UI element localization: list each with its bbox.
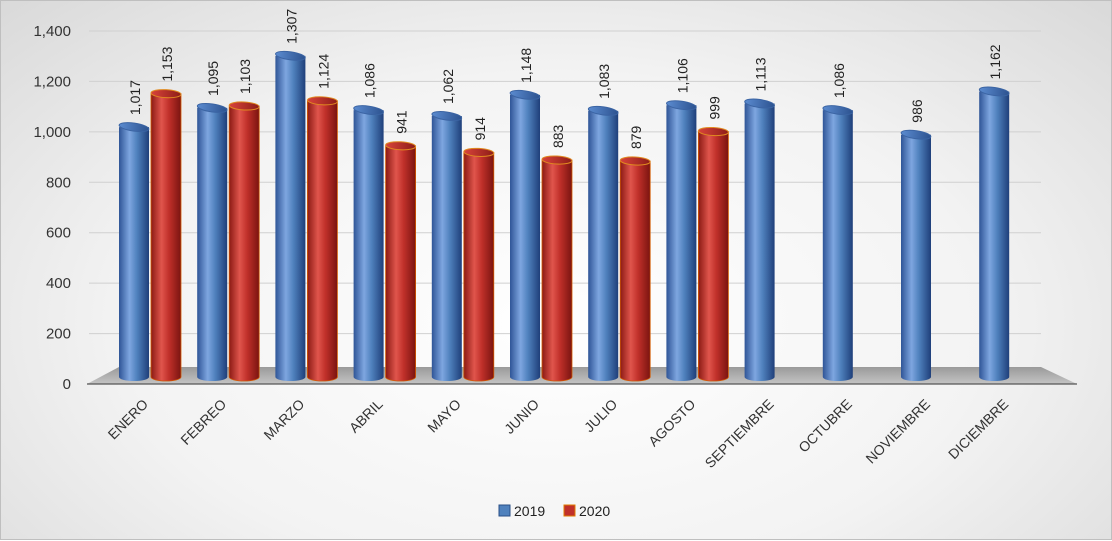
y-tick-label: 600 <box>46 225 71 242</box>
x-tick-label-noviembre: NOVIEMBRE <box>862 396 933 467</box>
x-tick-label-agosto: AGOSTO <box>645 396 699 450</box>
bar-2019-mayo <box>431 111 463 382</box>
y-tick-label: 1,000 <box>33 124 71 141</box>
value-label-2019-enero: 1,017 <box>127 80 143 115</box>
bar-2020-marzo <box>306 96 338 382</box>
y-tick-label: 1,200 <box>33 73 71 90</box>
legend-label: 2020 <box>579 503 610 519</box>
legend-swatch <box>498 504 511 517</box>
legend-item-2020: 2020 <box>563 503 610 519</box>
bar-2019-septiembre <box>744 98 775 381</box>
bar-2020-agosto <box>697 126 729 382</box>
legend-item-2019: 2019 <box>498 503 545 519</box>
bar-2020-julio <box>619 156 651 382</box>
bar-2019-junio <box>509 89 541 381</box>
y-tick-label: 0 <box>63 376 71 393</box>
x-tick-label-julio: JULIO <box>581 396 620 435</box>
value-label-2020-julio: 879 <box>628 125 644 149</box>
value-label-2019-julio: 1,083 <box>596 64 612 99</box>
x-tick-label-febreo: FEBREO <box>177 396 229 448</box>
bar-2019-julio <box>587 105 619 381</box>
value-label-2019-noviembre: 986 <box>909 99 925 123</box>
bar-2019-agosto <box>666 100 697 381</box>
bar-2019-abril <box>353 105 384 381</box>
x-tick-label-marzo: MARZO <box>260 396 307 443</box>
value-label-2019-junio: 1,148 <box>518 48 534 83</box>
bar-2019-octubre <box>822 105 854 381</box>
value-label-2019-agosto: 1,106 <box>674 58 690 93</box>
x-tick-label-diciembre: DICIEMBRE <box>945 396 1011 462</box>
bar-2019-noviembre <box>900 129 932 381</box>
bar-2020-febreo <box>228 101 260 382</box>
value-label-2020-mayo: 914 <box>472 117 488 141</box>
x-tick-label-abril: ABRIL <box>346 396 386 436</box>
value-label-2020-abril: 941 <box>394 110 410 134</box>
x-tick-label-enero: ENERO <box>105 396 152 443</box>
value-label-2019-abril: 1,086 <box>362 63 378 98</box>
y-tick-label: 200 <box>46 326 71 343</box>
bar-2020-junio <box>541 155 573 382</box>
value-label-2019-marzo: 1,307 <box>283 9 299 44</box>
value-label-2019-mayo: 1,062 <box>440 69 456 104</box>
bar-2019-febreo <box>196 102 228 382</box>
x-tick-label-octubre: OCTUBRE <box>795 396 855 456</box>
value-label-2020-agosto: 999 <box>706 96 722 120</box>
bar-2020-abril <box>385 141 417 382</box>
x-tick-label-mayo: MAYO <box>424 396 464 436</box>
bar-2019-diciembre <box>978 86 1010 381</box>
value-label-2020-febreo: 1,103 <box>237 59 253 94</box>
y-tick-label: 800 <box>46 174 71 191</box>
bar-2020-enero <box>150 89 182 382</box>
legend: 2019 2020 <box>498 503 610 519</box>
value-label-2020-marzo: 1,124 <box>315 54 331 89</box>
legend-swatch <box>563 504 576 517</box>
value-label-2020-junio: 883 <box>550 124 566 148</box>
value-label-2019-septiembre: 1,113 <box>753 57 769 91</box>
bar-2019-enero <box>118 122 150 381</box>
x-tick-label-junio: JUNIO <box>501 396 542 437</box>
bar-2019-marzo <box>275 50 306 382</box>
value-label-2019-diciembre: 1,162 <box>987 44 1003 79</box>
x-tick-label-septiembre: SEPTIEMBRE <box>702 396 777 471</box>
y-tick-label: 400 <box>46 275 71 292</box>
legend-label: 2019 <box>514 503 545 519</box>
bar-2020-mayo <box>463 147 495 382</box>
value-label-2019-febreo: 1,095 <box>205 61 221 96</box>
value-label-2019-octubre: 1,086 <box>831 63 847 98</box>
y-tick-label: 1,400 <box>33 23 71 40</box>
value-label-2020-enero: 1,153 <box>159 46 175 81</box>
